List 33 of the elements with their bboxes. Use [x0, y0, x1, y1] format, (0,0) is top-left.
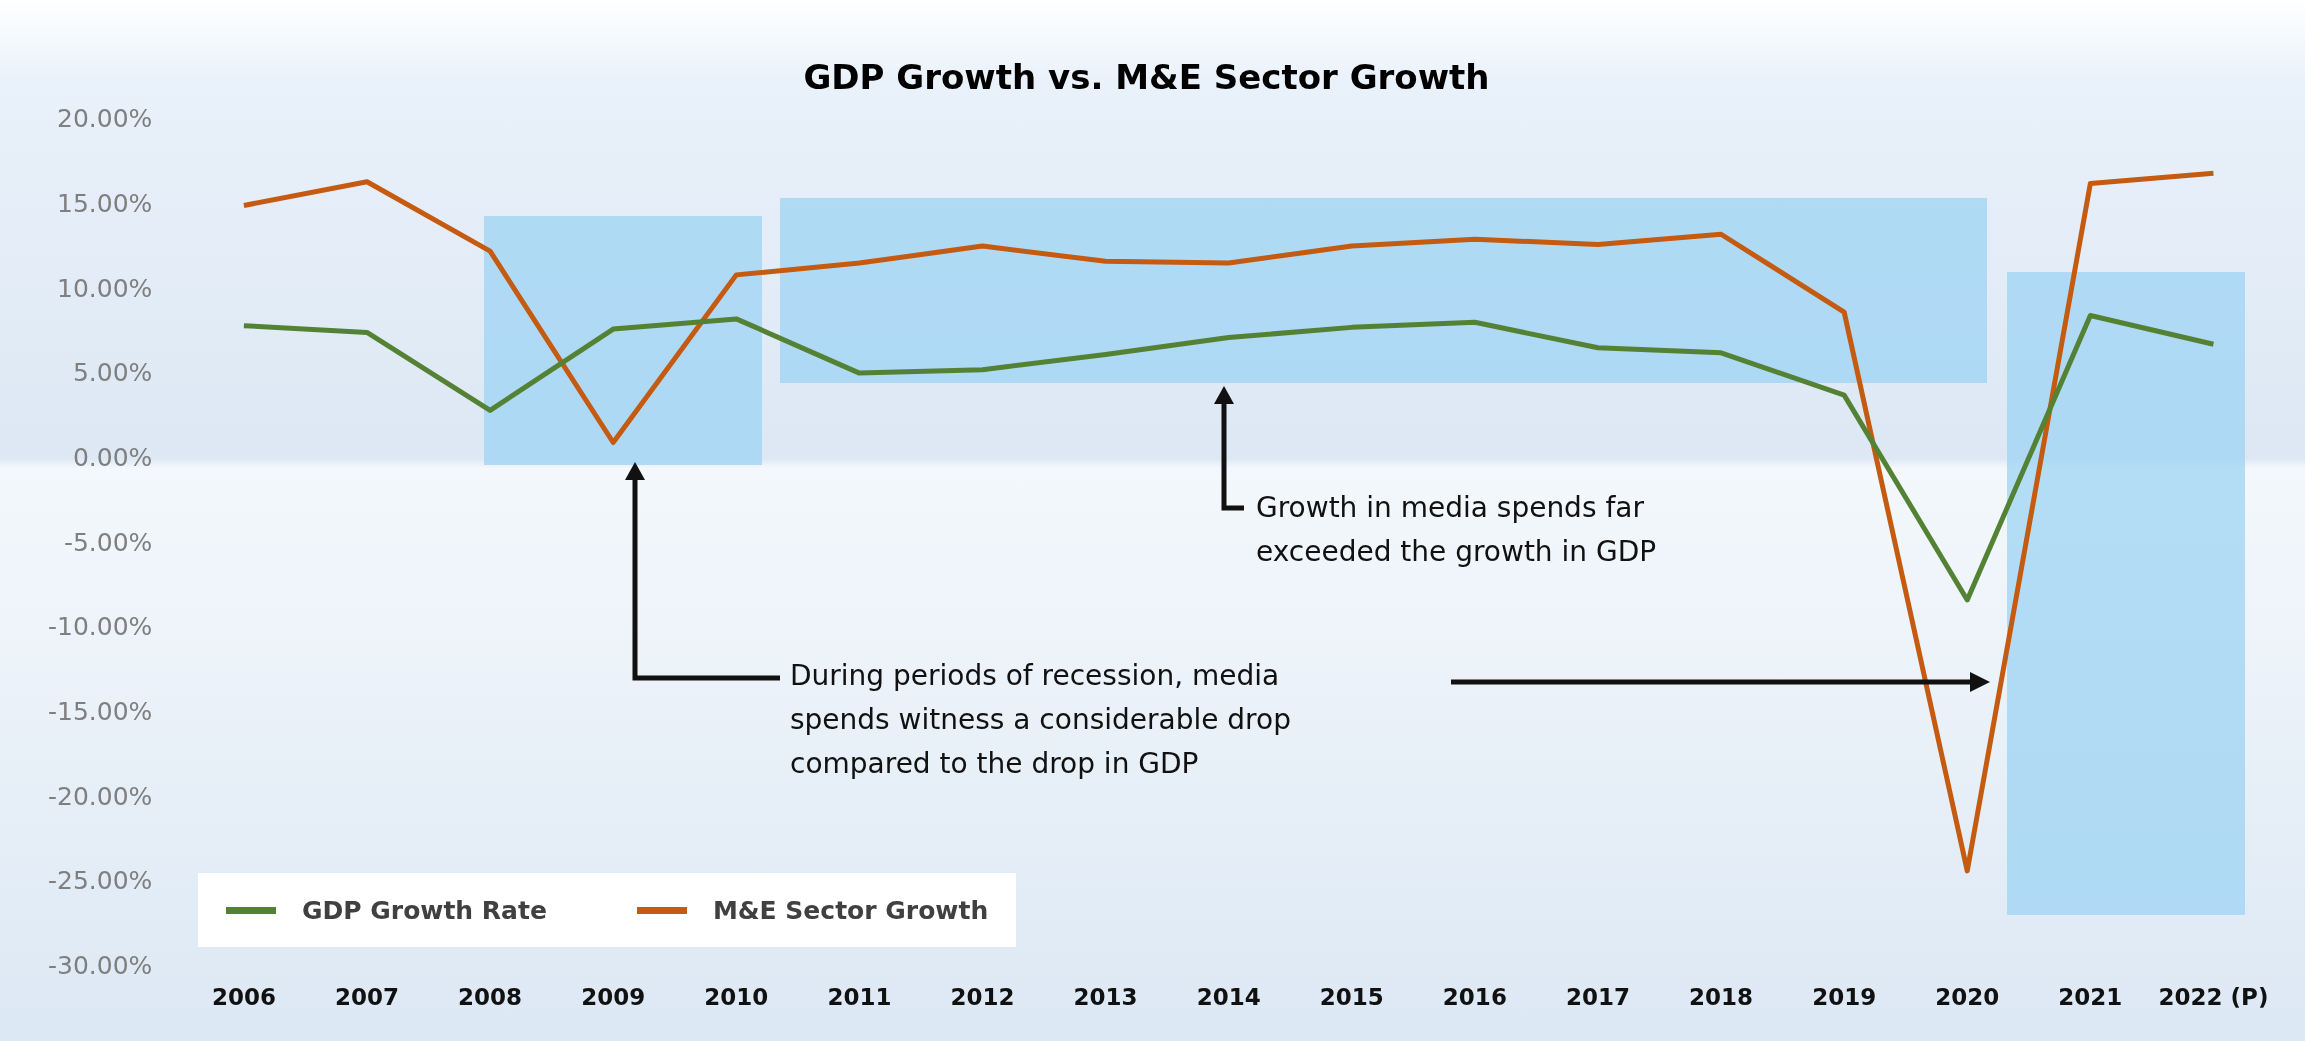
- chart-title: GDP Growth vs. M&E Sector Growth: [803, 57, 1490, 98]
- x-tick-label: 2017: [1565, 984, 1630, 1011]
- x-tick-label: 2022 (P): [2158, 984, 2269, 1011]
- x-tick-label: 2006: [211, 984, 276, 1011]
- y-tick-label: 15.00%: [57, 188, 153, 218]
- y-tick-label: -20.00%: [47, 781, 153, 811]
- annotation: Growth in media spends far exceeded the growth in GDP: [1256, 490, 1658, 570]
- legend-label: M&E Sector Growth: [712, 895, 989, 925]
- annotation: During periods of recession, media spends witness a considerable drop compared to the drop in GDP: [790, 658, 1292, 782]
- x-tick-label: 2014: [1196, 984, 1261, 1011]
- x-tick-label: 2016: [1442, 984, 1507, 1011]
- x-tick-label: 2018: [1689, 984, 1754, 1011]
- y-tick-label: -10.00%: [47, 612, 153, 642]
- x-tick-label: 2021: [2058, 984, 2123, 1011]
- y-tick-label: -5.00%: [63, 527, 153, 557]
- x-tick-label: 2013: [1073, 984, 1138, 1011]
- x-tick-label: 2011: [827, 984, 892, 1011]
- y-tick-label: -25.00%: [47, 866, 153, 896]
- y-tick-label: 10.00%: [57, 273, 153, 303]
- y-tick-label: -15.00%: [47, 696, 153, 726]
- y-tick-label: -30.00%: [47, 950, 153, 980]
- x-tick-label: 2008: [458, 984, 523, 1011]
- y-tick-label: 5.00%: [72, 358, 153, 388]
- legend-label: GDP Growth Rate: [302, 895, 547, 925]
- x-tick-label: 2010: [704, 984, 769, 1011]
- x-tick-label: 2020: [1935, 984, 2000, 1011]
- x-tick-label: 2012: [950, 984, 1015, 1011]
- y-tick-label: 20.00%: [57, 104, 153, 134]
- x-tick-label: 2019: [1812, 984, 1877, 1011]
- x-tick-label: 2015: [1319, 984, 1384, 1011]
- x-tick-label: 2007: [334, 984, 399, 1011]
- x-tick-label: 2009: [581, 984, 646, 1011]
- y-tick-label: 0.00%: [72, 442, 153, 472]
